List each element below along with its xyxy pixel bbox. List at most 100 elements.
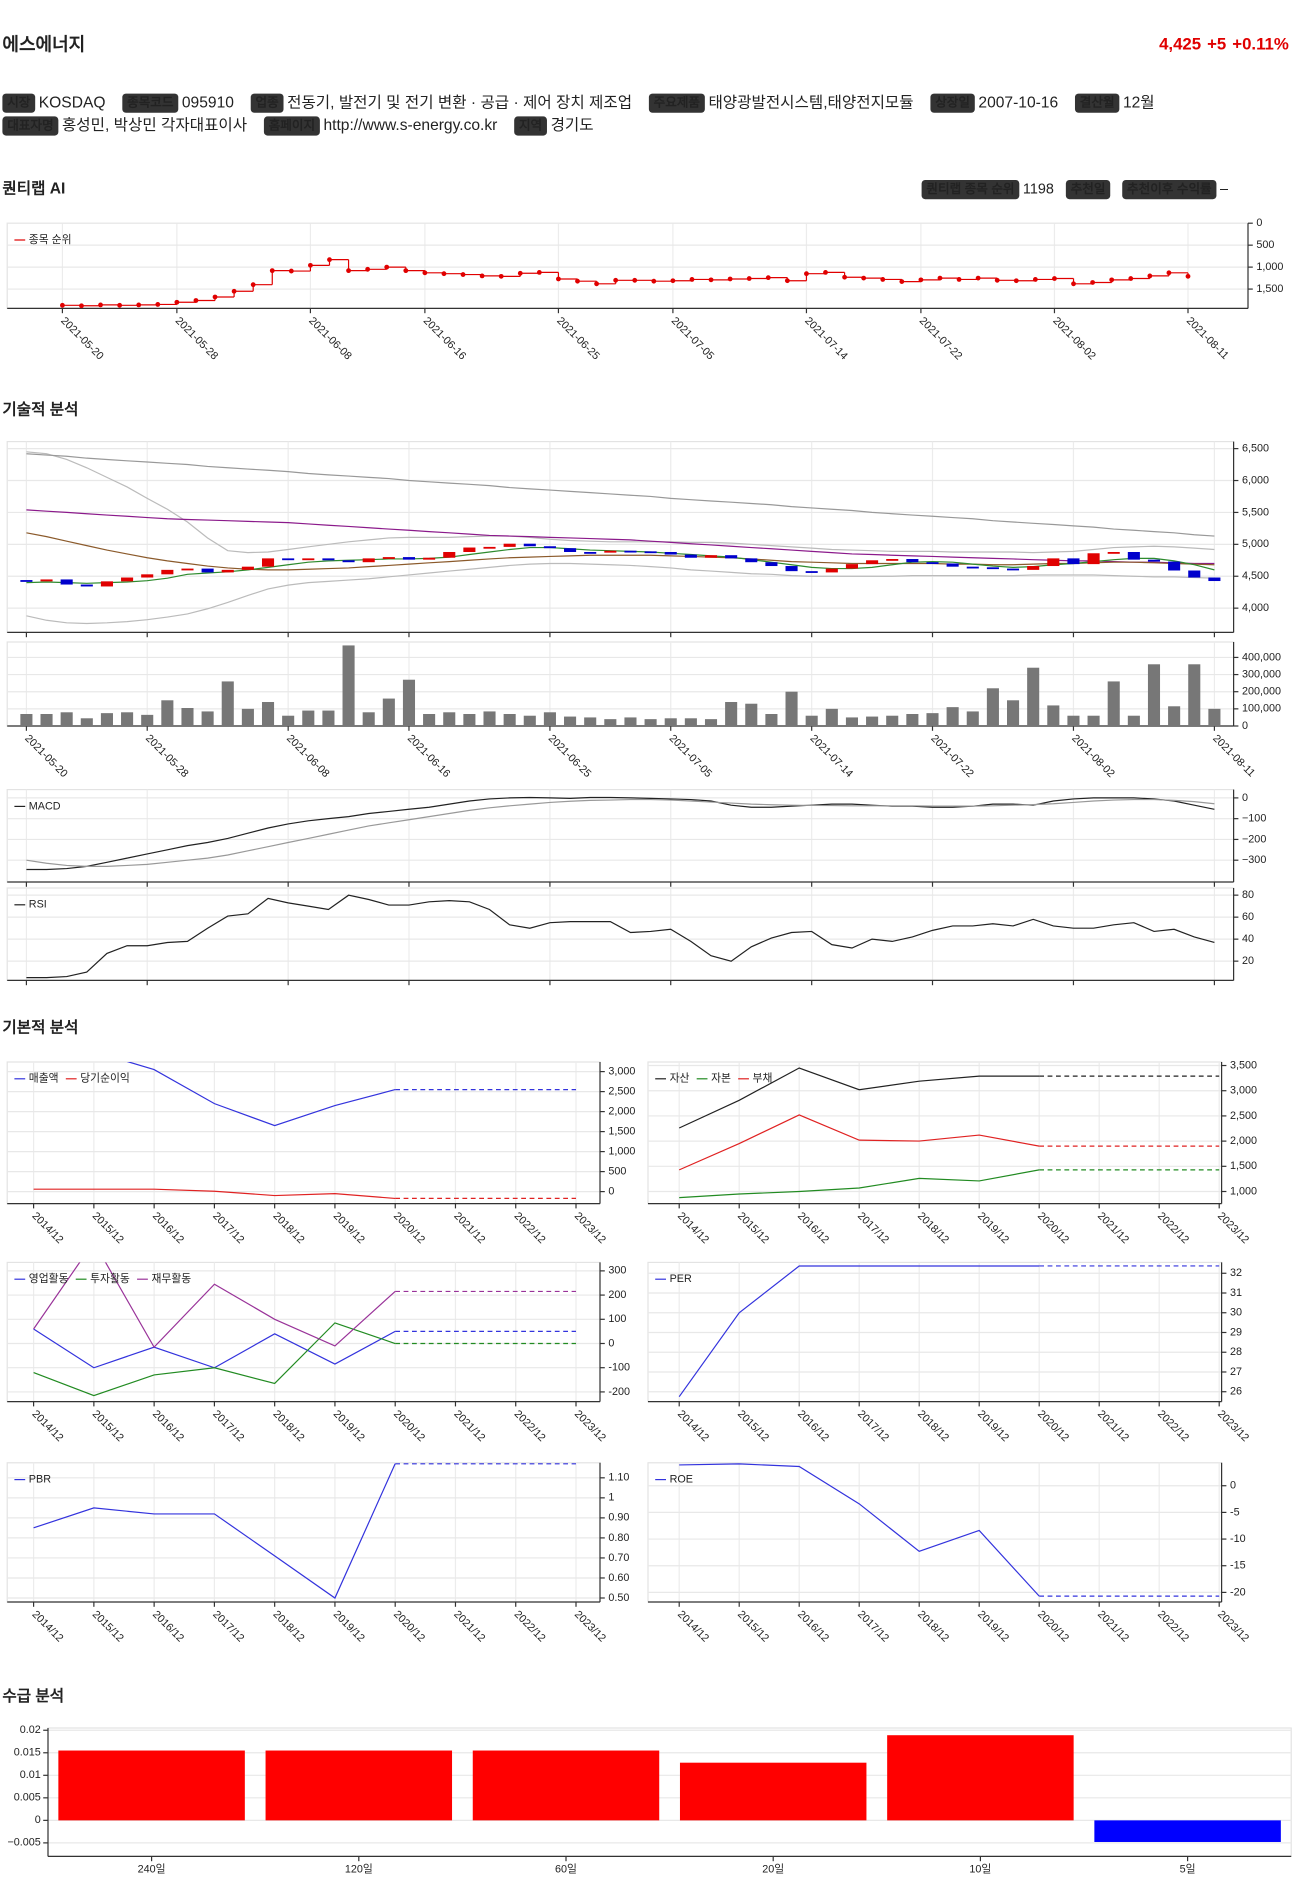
homepage-link[interactable]: http://www.s-energy.co.kr <box>323 117 497 134</box>
rank-point <box>975 275 981 281</box>
section-title: 기술적 분석 <box>2 401 78 419</box>
candle-body <box>483 546 496 549</box>
candle-body <box>805 571 818 573</box>
volume-bar <box>745 703 758 726</box>
volume-bar <box>1127 715 1140 726</box>
y-tick-label: -100 <box>608 1362 630 1374</box>
rank-point <box>861 275 867 281</box>
series-line <box>33 1188 396 1200</box>
y-tick-label: 200,000 <box>1242 686 1281 698</box>
y-tick-label: 2,500 <box>608 1085 635 1097</box>
y-tick-label: 0.90 <box>608 1512 629 1524</box>
rank-point <box>365 266 371 272</box>
y-tick-label: −200 <box>1242 833 1266 845</box>
plot-area <box>6 441 1235 633</box>
series-line <box>33 1463 396 1599</box>
marks <box>33 1062 576 1200</box>
y-tick-label: 1,500 <box>1256 283 1283 295</box>
candle-body <box>503 543 516 547</box>
y-tick-label: 500 <box>608 1165 626 1177</box>
rank-point <box>441 271 447 277</box>
candle-body <box>986 567 999 570</box>
y-tick-label: 100 <box>608 1313 626 1325</box>
rank-point <box>155 302 161 307</box>
plot-area <box>647 1061 1223 1205</box>
volume-bar <box>322 710 335 726</box>
candle-body <box>423 557 436 560</box>
rank-point <box>136 302 142 308</box>
legend-label: 투자활동 <box>90 1272 130 1285</box>
marks <box>678 1265 1220 1398</box>
volume-bar <box>604 719 617 726</box>
candle-body <box>584 551 597 554</box>
y-tick-label: 3,500 <box>1230 1059 1257 1071</box>
series-line <box>126 1062 396 1127</box>
rank-point <box>498 273 504 279</box>
marks <box>33 1463 576 1599</box>
y-tick-label: 0 <box>1242 720 1248 732</box>
volume-bar <box>624 717 637 726</box>
candle-body <box>966 566 979 569</box>
x-tick-label: 60일 <box>555 1861 577 1875</box>
section-title: 퀀티랩 AI <box>2 179 65 198</box>
info-value: 홍성민, 박상민 각자대표이사 <box>62 116 247 134</box>
marks <box>679 1463 1220 1597</box>
change: +5 <box>1207 35 1226 54</box>
indicator-line <box>26 562 1215 625</box>
candle-body <box>1067 558 1080 565</box>
candle-body <box>906 559 919 563</box>
badge-value: 1198 <box>1023 181 1054 197</box>
legend-label: RSI <box>29 899 47 911</box>
volume-bar <box>181 708 194 726</box>
y-tick-label: 4,000 <box>1242 602 1269 614</box>
y-tick-label: 1,500 <box>1230 1160 1257 1172</box>
volume-bar <box>100 713 113 726</box>
supply-bar <box>679 1762 867 1821</box>
y-tick-label: -5 <box>1230 1506 1240 1518</box>
badge-label: 종목코드 <box>127 96 174 110</box>
rank-point <box>994 277 1000 283</box>
volume-bar <box>704 719 718 726</box>
y-tick-label: 60 <box>1242 911 1254 923</box>
indicator-line <box>26 796 1215 871</box>
supply-bar <box>472 1750 660 1821</box>
change-pct: +0.11% <box>1232 35 1289 54</box>
section-title: 기본적 분석 <box>2 1019 78 1037</box>
y-tick-label: 5,000 <box>1242 538 1269 550</box>
supply-chart: −0.005 0 0.005 0.01 0.015 0.02 240일 120일 60일 20일 1… <box>7 1724 1292 1875</box>
candle-body <box>886 559 899 561</box>
y-tick-label: 0.70 <box>608 1552 629 1564</box>
candle-body <box>141 574 154 578</box>
candle-body <box>1147 559 1161 562</box>
rank-point <box>1032 277 1038 282</box>
y-tick-label: 0.02 <box>20 1724 41 1736</box>
volume-bar <box>725 702 738 726</box>
volume-bar <box>644 719 657 726</box>
badge <box>648 93 705 113</box>
candle-body <box>644 551 657 554</box>
y-tick-label: 80 <box>1242 889 1254 901</box>
badge <box>263 116 320 136</box>
y-tick-label: 4,500 <box>1242 570 1269 582</box>
x-tick-label: 5일 <box>1180 1861 1196 1875</box>
y-tick-label: −100 <box>1242 813 1266 825</box>
badge <box>1122 180 1217 200</box>
y-tick-label: 0 <box>1242 792 1248 804</box>
y-tick-label: 26 <box>1230 1386 1242 1398</box>
candle-body <box>302 558 315 561</box>
badge <box>2 116 59 136</box>
candle-body <box>161 569 174 575</box>
candle-body <box>1087 553 1100 565</box>
series-line <box>678 1265 1040 1398</box>
badge-label: 대표자명 <box>7 117 53 132</box>
y-tick-label: 0 <box>608 1337 614 1349</box>
candle-body <box>684 554 697 558</box>
volume-bar <box>463 714 476 726</box>
indicator-line <box>26 509 1215 565</box>
badge-label: 시장 <box>7 95 31 110</box>
y-tick-label: 1,500 <box>608 1125 635 1137</box>
y-tick-label: 0.50 <box>608 1592 629 1604</box>
rank-point <box>117 302 123 308</box>
section-title: 수급 분석 <box>2 1687 64 1705</box>
volume-bar <box>845 717 858 726</box>
